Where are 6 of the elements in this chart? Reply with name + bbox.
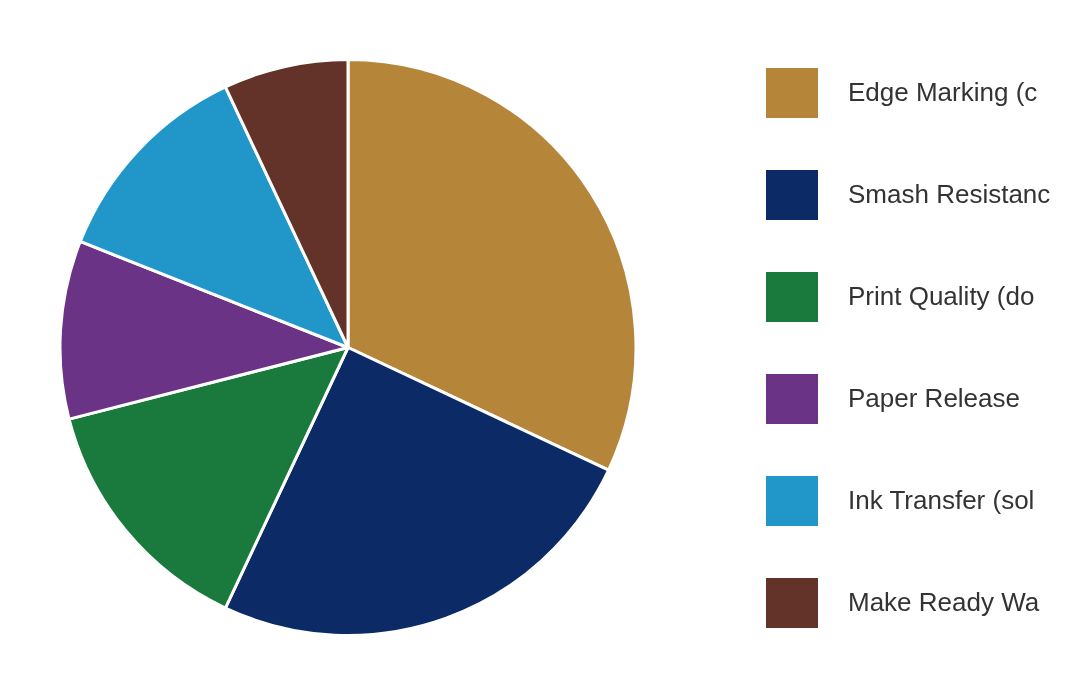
legend-label: Make Ready Wa [848,587,1040,618]
legend-label: Print Quality (do [848,281,1035,312]
legend-label: Ink Transfer (sol [848,485,1035,516]
legend-label: Smash Resistanc [848,179,1051,210]
legend-label: Edge Marking (c [848,77,1038,108]
legend-label: Paper Release [848,383,1020,414]
